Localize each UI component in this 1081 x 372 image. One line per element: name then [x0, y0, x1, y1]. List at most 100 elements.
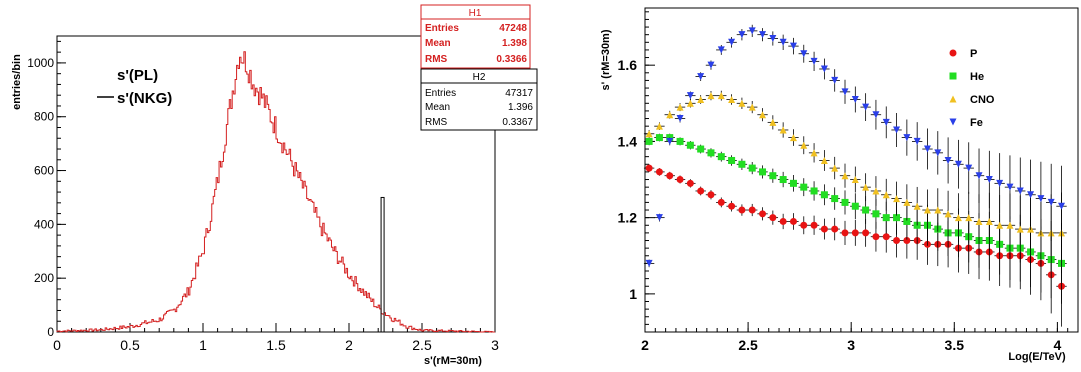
legend-item-nkg: s'(NKG): [117, 90, 172, 107]
right-x-tick-label: 2: [641, 337, 649, 353]
point-he: [707, 149, 715, 157]
left-y-tick-label: 400: [34, 217, 54, 231]
point-cno: [666, 111, 674, 119]
point-he: [820, 191, 828, 199]
point-p: [779, 217, 787, 225]
stats-box-h2-frame: [420, 68, 538, 131]
point-he: [872, 210, 880, 218]
histogram-red: [56, 51, 495, 333]
point-he: [697, 145, 705, 153]
point-fe: [882, 118, 890, 126]
point-fe: [944, 156, 952, 164]
point-fe: [697, 73, 705, 81]
point-cno: [645, 130, 653, 138]
point-cno: [697, 95, 705, 103]
right-x-tick-label: 3.5: [945, 337, 965, 353]
point-fe: [862, 103, 870, 111]
point-fe: [1047, 198, 1055, 206]
point-fe: [800, 50, 808, 58]
point-fe: [717, 46, 725, 54]
point-p: [872, 233, 880, 241]
left-y-axis-label: entries/bin: [11, 54, 23, 110]
right-y-tick-label: 1.4: [618, 133, 638, 149]
point-fe: [1006, 183, 1014, 191]
point-cno: [862, 183, 870, 191]
point-he: [810, 187, 818, 195]
point-cno: [676, 103, 684, 111]
right-axes: 2 2.5 3 3.5 4 1 1.2 1.4 1.6: [618, 11, 1079, 353]
right-y-axis-label: s' (rM=30m): [600, 29, 612, 90]
point-fe: [893, 126, 901, 134]
point-p: [769, 214, 777, 222]
point-p: [851, 229, 859, 237]
point-p: [645, 164, 653, 172]
stats-box-h2-rms-label: RMS: [425, 117, 448, 128]
legend-marker-he: [949, 72, 957, 80]
point-cno: [944, 210, 952, 218]
stats-box-h2: H2 Entries 47317 Mean 1.396 RMS 0.3367: [420, 68, 538, 131]
point-cno: [831, 164, 839, 172]
point-fe: [686, 92, 694, 100]
point-p: [697, 187, 705, 195]
point-cno: [985, 217, 993, 225]
point-fe: [903, 134, 911, 142]
left-x-tick-label: 1: [199, 337, 207, 353]
point-fe: [1037, 195, 1045, 203]
point-he: [800, 183, 808, 191]
point-cno: [759, 111, 767, 119]
right-plot-frame: [644, 7, 1079, 333]
legend-marker-cno: [949, 95, 957, 103]
point-cno: [975, 217, 983, 225]
right-x-tick-label: 3: [847, 337, 855, 353]
stats-box-h2-title: H2: [473, 72, 486, 83]
point-fe: [1027, 191, 1035, 199]
point-he: [748, 164, 756, 172]
right-legend: P He CNO Fe: [949, 48, 995, 129]
point-fe: [985, 176, 993, 184]
point-fe: [923, 145, 931, 153]
point-cno: [882, 191, 890, 199]
point-fe: [759, 31, 767, 39]
point-fe: [975, 172, 983, 180]
point-cno: [686, 99, 694, 107]
right-x-tick-label: 4: [1053, 337, 1061, 353]
legend-label-fe: Fe: [970, 117, 983, 129]
point-cno: [903, 198, 911, 206]
point-he: [717, 153, 725, 161]
point-cno: [1006, 221, 1014, 229]
point-p: [789, 217, 797, 225]
point-fe: [655, 214, 663, 222]
stats-box-h1-mean-value: 1.398: [502, 38, 527, 49]
point-he: [893, 214, 901, 222]
right-x-axis-label: Log(E/TeV): [1008, 351, 1066, 363]
point-he: [645, 137, 653, 145]
point-cno: [851, 176, 859, 184]
left-legend: s'(PL) s'(NKG): [97, 67, 172, 107]
point-p: [676, 176, 684, 184]
point-fe: [779, 38, 787, 46]
point-cno: [655, 122, 663, 130]
point-cno: [820, 156, 828, 164]
legend-marker-p: [949, 49, 957, 57]
point-cno: [893, 195, 901, 203]
legend-item-pl: s'(PL): [117, 67, 158, 84]
point-cno: [872, 187, 880, 195]
histogram-panel: 0 0.5 1 1.5 2 2.5 3 0 200 400 600 800 1000 entries/b…: [11, 4, 538, 367]
stats-box-h1-entries-value: 47248: [499, 23, 527, 34]
point-fe: [913, 137, 921, 145]
stats-box-h1-rms-value: 0.3366: [496, 54, 527, 65]
point-cno: [923, 206, 931, 214]
point-he: [728, 156, 736, 164]
point-cno: [1016, 225, 1024, 233]
point-cno: [748, 103, 756, 111]
point-p: [728, 202, 736, 210]
point-he: [759, 168, 767, 176]
point-fe: [666, 137, 674, 145]
stats-box-h1-title: H1: [469, 8, 482, 19]
point-he: [779, 176, 787, 184]
point-cno: [717, 92, 725, 100]
left-y-tick-label: 200: [34, 271, 54, 285]
point-p: [655, 168, 663, 176]
stats-box-h2-entries-label: Entries: [425, 88, 456, 99]
